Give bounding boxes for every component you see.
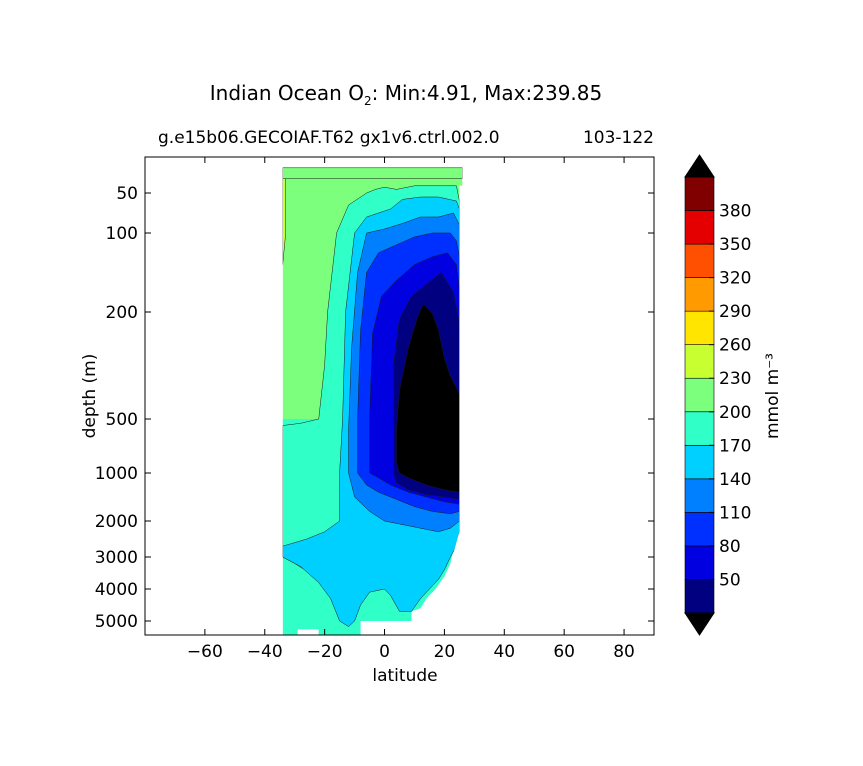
colorbar-segment xyxy=(684,545,715,580)
colorbar-segment xyxy=(684,579,715,614)
x-tick-label: 60 xyxy=(553,642,575,662)
colorbar-tick-label: 170 xyxy=(719,436,751,456)
colorbar-tick-label: 200 xyxy=(719,403,751,423)
y-tick-label: 50 xyxy=(116,184,138,204)
colorbar: 50 80 110 140 170 200 230 260 290 320 350 380 xyxy=(684,154,751,636)
colorbar-tick-label: 290 xyxy=(719,302,751,322)
x-axis-label: latitude xyxy=(372,666,437,686)
y-tick-label: 4000 xyxy=(95,580,138,600)
colorbar-segment xyxy=(684,210,715,245)
colorbar-tick-label: 230 xyxy=(719,369,751,389)
colorbar-label: mmol m⁻³ xyxy=(763,353,783,439)
y-tick-label: 200 xyxy=(106,303,138,323)
colorbar-segment xyxy=(684,176,715,211)
x-axis: −60 −40 −20 0 20 40 60 80 xyxy=(187,157,635,662)
x-tick-label: −20 xyxy=(307,642,343,662)
colorbar-segment xyxy=(684,411,715,446)
colorbar-tick-label: 110 xyxy=(719,503,751,523)
colorbar-segment xyxy=(684,344,715,379)
land-mask-south xyxy=(145,157,283,635)
colorbar-segment xyxy=(684,277,715,312)
colorbar-extend-high xyxy=(684,154,715,178)
land-mask-north xyxy=(411,167,654,635)
contour-region-200 xyxy=(282,167,463,179)
contour-region-5 xyxy=(396,303,460,493)
y-tick-label: 2000 xyxy=(95,512,138,532)
colorbar-extend-low xyxy=(684,612,715,636)
chart-title: Indian Ocean O2: Min:4.91, Max:239.85 xyxy=(210,81,602,108)
chart-title-rest: : Min:4.91, Max:239.85 xyxy=(372,81,603,105)
colorbar-segment xyxy=(684,478,715,513)
y-axis-label: depth (m) xyxy=(80,354,100,439)
colorbar-segment xyxy=(684,512,715,547)
plot-frame xyxy=(144,156,655,636)
colorbar-tick-label: 350 xyxy=(719,235,751,255)
colorbar-tick-label: 80 xyxy=(719,537,741,557)
chart-title-main: Indian Ocean O xyxy=(210,81,364,105)
chart-title-subscript: 2 xyxy=(364,94,372,108)
y-tick-label: 500 xyxy=(106,410,138,430)
x-tick-label: −40 xyxy=(247,642,283,662)
colorbar-segment xyxy=(684,243,715,278)
x-tick-label: 20 xyxy=(434,642,456,662)
x-tick-label: −60 xyxy=(187,642,223,662)
colorbar-tick-label: 140 xyxy=(719,470,751,490)
y-tick-label: 1000 xyxy=(95,464,138,484)
contour-layer xyxy=(145,157,654,635)
x-tick-label: 40 xyxy=(493,642,515,662)
colorbar-tick-label: 380 xyxy=(719,202,751,222)
colorbar-segment xyxy=(684,445,715,480)
colorbar-tick-label: 260 xyxy=(719,336,751,356)
y-tick-label: 5000 xyxy=(95,612,138,632)
colorbar-segment xyxy=(684,377,715,413)
y-axis: 50 100 200 500 1000 2000 3000 4000 5000 xyxy=(95,184,654,632)
x-tick-label: 0 xyxy=(379,642,390,662)
chart-subtitle-right: 103-122 xyxy=(583,128,654,148)
y-tick-label: 3000 xyxy=(95,548,138,568)
y-tick-label: 100 xyxy=(106,224,138,244)
colorbar-segment xyxy=(684,310,715,345)
colorbar-tick-label: 50 xyxy=(719,570,741,590)
x-tick-label: 80 xyxy=(613,642,635,662)
colorbar-tick-label: 320 xyxy=(719,269,751,289)
chart-subtitle-left: g.e15b06.GECOIAF.T62 gx1v6.ctrl.002.0 xyxy=(158,128,500,148)
